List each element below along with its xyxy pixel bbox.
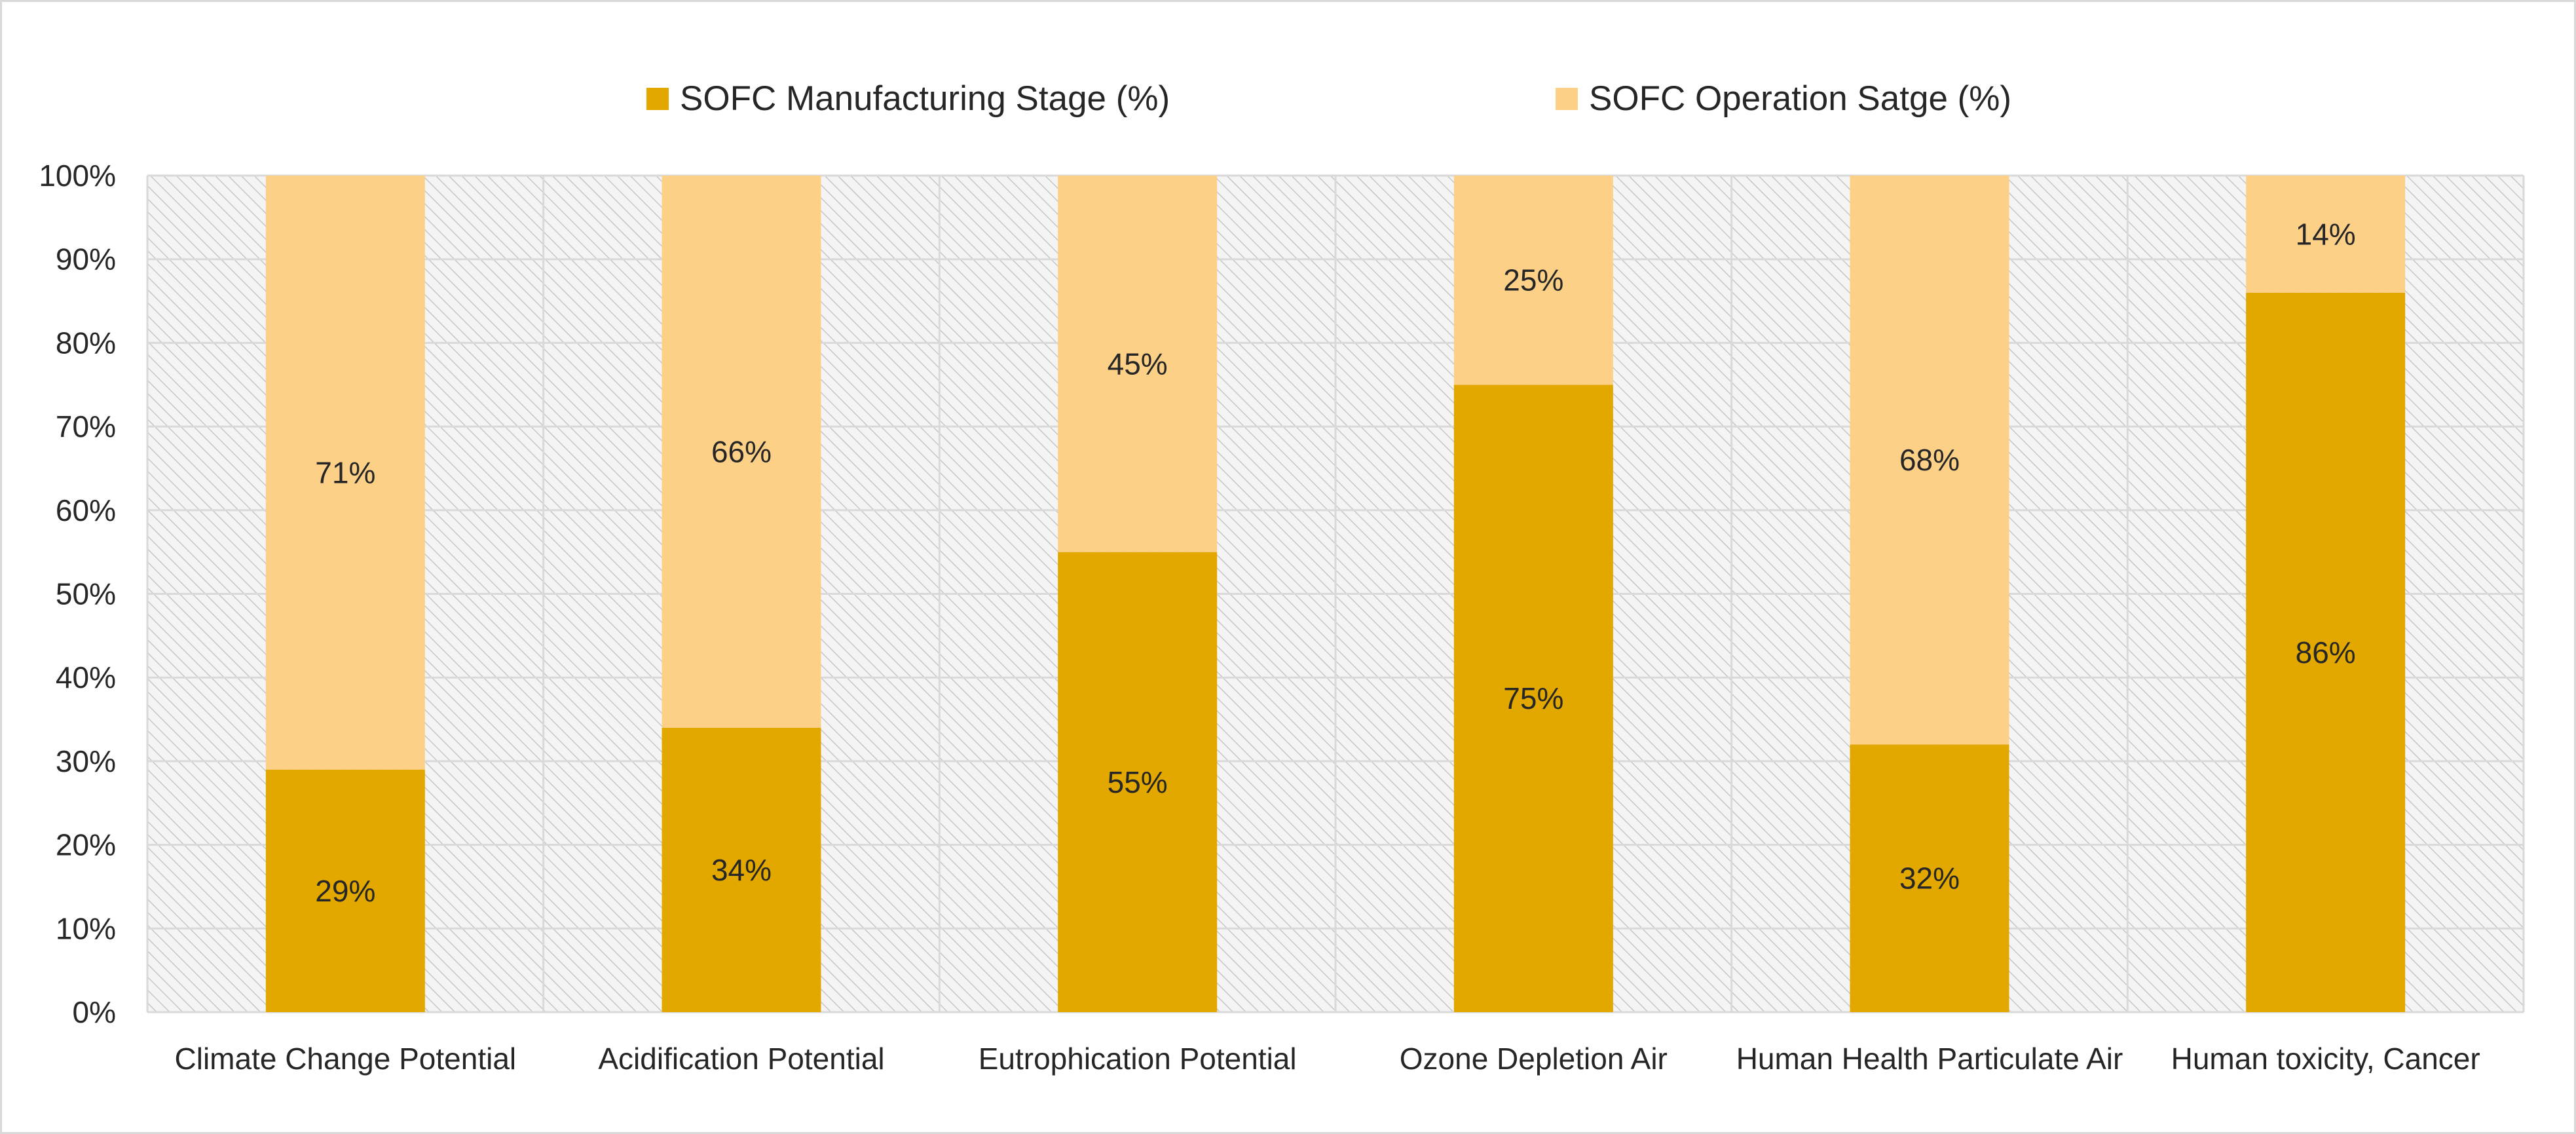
x-tick-label: Human Health Particulate Air <box>1736 1042 2123 1076</box>
x-tick-label: Human toxicity, Cancer <box>2171 1042 2480 1076</box>
x-tick-label: Climate Change Potential <box>175 1042 517 1076</box>
y-axis: 0% 10% 20% 30% 40% 50% 60% 70% 80% 90% 100% <box>39 159 116 1029</box>
bar-segment-operation <box>662 176 821 728</box>
legend-label-manufacturing: SOFC Manufacturing Stage (%) <box>680 79 1170 118</box>
y-tick-label: 80% <box>56 326 116 360</box>
bars: 29% 71% 34% 66% 55% 45% 75% 25% 32% 68% 86% 14% <box>265 176 2406 1012</box>
y-tick-label: 30% <box>56 744 116 778</box>
legend-label-operation: SOFC Operation Satge (%) <box>1589 79 2011 118</box>
data-label: 29% <box>315 874 375 908</box>
y-tick-label: 10% <box>56 911 116 945</box>
data-label: 68% <box>1899 443 1960 477</box>
bar-segment-manufacturing <box>2246 292 2406 1012</box>
data-label: 14% <box>2296 217 2356 251</box>
x-axis: Climate Change Potential Acidification Po… <box>175 1042 2480 1076</box>
data-label: 75% <box>1503 681 1563 715</box>
y-tick-label: 0% <box>73 995 116 1029</box>
data-label: 55% <box>1108 765 1168 799</box>
bar-segment-operation <box>1850 176 2009 745</box>
y-tick-label: 40% <box>56 660 116 694</box>
data-label: 45% <box>1108 347 1168 381</box>
x-tick-label: Ozone Depletion Air <box>1400 1042 1668 1076</box>
bar-segment-manufacturing <box>662 727 821 1012</box>
bar-segment-manufacturing <box>1850 744 2009 1012</box>
y-tick-label: 50% <box>56 577 116 611</box>
bar-segment-operation <box>1453 176 1613 385</box>
bar-segment-manufacturing <box>1453 385 1613 1012</box>
data-label: 34% <box>711 853 772 887</box>
y-tick-label: 90% <box>56 242 116 276</box>
y-tick-label: 20% <box>56 828 116 862</box>
y-tick-label: 70% <box>56 409 116 444</box>
bar-segment-operation <box>1058 176 1218 552</box>
bar-segment-operation <box>2246 176 2406 293</box>
y-tick-label: 60% <box>56 493 116 527</box>
data-label: 25% <box>1503 263 1563 297</box>
legend-swatch-operation <box>1556 88 1578 110</box>
legend-swatch-manufacturing <box>646 88 669 110</box>
data-label: 86% <box>2296 635 2356 670</box>
bar-segment-manufacturing <box>265 769 425 1012</box>
x-tick-label: Eutrophication Potential <box>979 1042 1297 1076</box>
bar-segment-operation <box>265 176 425 770</box>
data-label: 32% <box>1899 861 1960 896</box>
legend: SOFC Manufacturing Stage (%) SOFC Operat… <box>646 79 2011 118</box>
data-label: 66% <box>711 434 772 468</box>
data-label: 71% <box>315 455 375 489</box>
x-tick-label: Acidification Potential <box>598 1042 884 1076</box>
gridlines <box>146 174 2525 1013</box>
y-tick-label: 100% <box>39 159 116 193</box>
bar-segment-manufacturing <box>1058 552 1218 1012</box>
